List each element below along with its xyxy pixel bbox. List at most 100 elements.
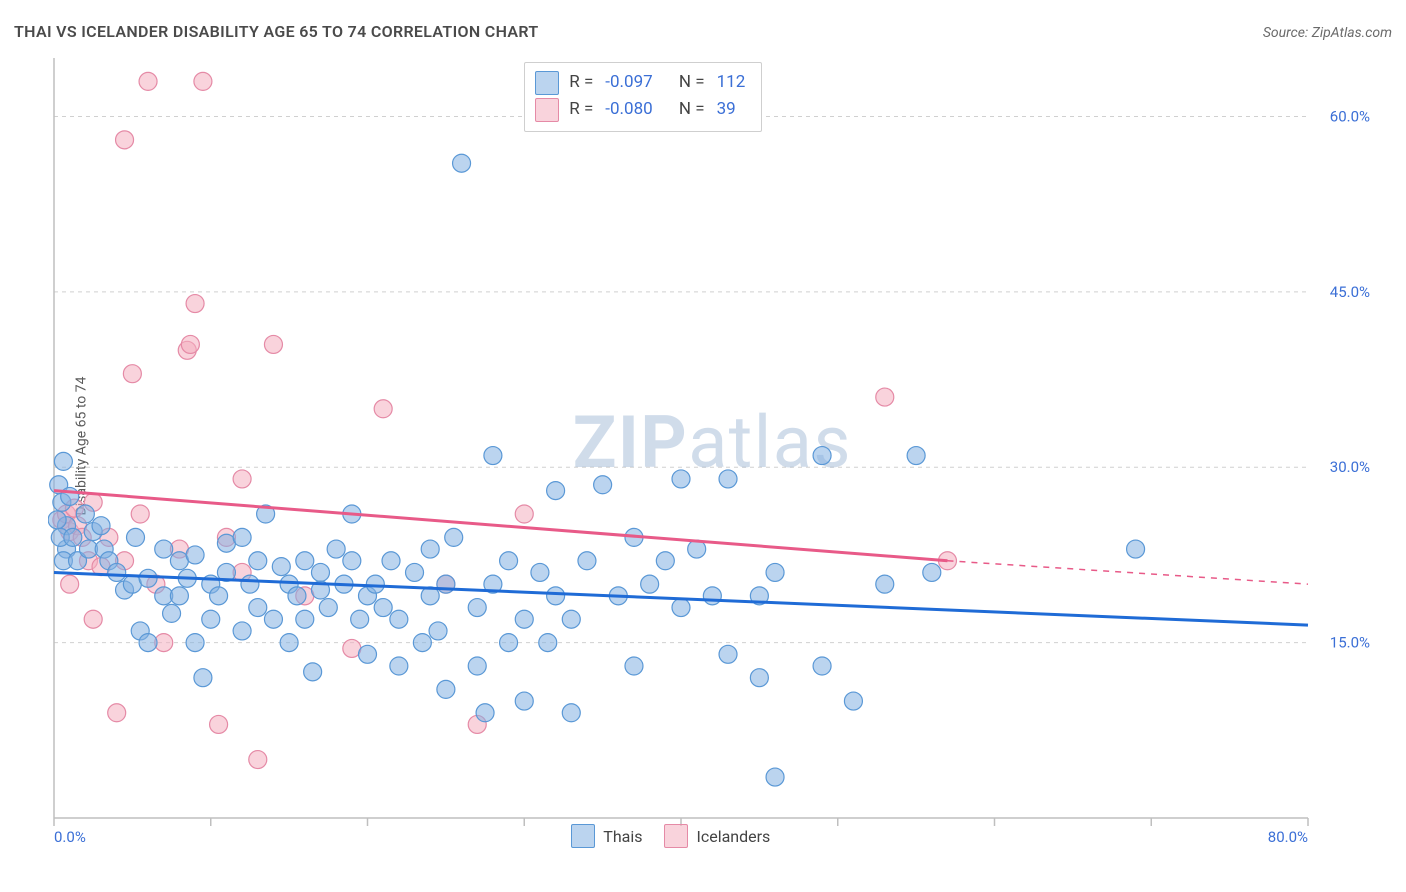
legend-series-label: Thais [603, 827, 642, 846]
data-point-thais [703, 587, 721, 605]
data-point-thais [319, 599, 337, 617]
data-point-thais [719, 645, 737, 663]
data-point-thais [296, 552, 314, 570]
data-point-thais [468, 599, 486, 617]
data-point-thais [672, 599, 690, 617]
data-point-thais [210, 587, 228, 605]
data-point-thais [813, 447, 831, 465]
data-point-thais [390, 657, 408, 675]
data-point-thais [625, 657, 643, 675]
data-point-thais [547, 482, 565, 500]
data-point-icelanders [233, 470, 251, 488]
data-point-icelanders [116, 131, 134, 149]
data-point-thais [108, 563, 126, 581]
data-point-thais [327, 540, 345, 558]
data-point-thais [907, 447, 925, 465]
data-point-thais [421, 540, 439, 558]
watermark: ZIPatlas [573, 400, 852, 485]
data-point-thais [453, 154, 471, 172]
source-label: Source: ZipAtlas.com [1263, 25, 1392, 41]
legend-n-value: 112 [715, 69, 748, 96]
data-point-thais [876, 575, 894, 593]
data-point-thais [311, 563, 329, 581]
data-point-thais [296, 610, 314, 628]
data-point-icelanders [194, 72, 212, 90]
data-point-thais [382, 552, 400, 570]
data-point-thais [249, 552, 267, 570]
data-point-thais [437, 680, 455, 698]
data-point-thais [233, 622, 251, 640]
legend-swatch-pink-icon [535, 98, 559, 122]
data-point-thais [500, 634, 518, 652]
chart-title: THAI VS ICELANDER DISABILITY AGE 65 TO 7… [14, 22, 539, 41]
data-point-thais [468, 657, 486, 675]
y-tick-label: 30.0% [1330, 458, 1370, 476]
data-point-thais [562, 704, 580, 722]
data-point-thais [304, 663, 322, 681]
data-point-thais [413, 634, 431, 652]
trend-line-thais [54, 572, 1308, 625]
trend-line-icelanders-extrapolated [947, 561, 1308, 584]
data-point-thais [170, 587, 188, 605]
y-tick-label: 60.0% [1330, 107, 1370, 125]
data-point-icelanders [374, 400, 392, 418]
data-point-thais [531, 563, 549, 581]
data-point-thais [539, 634, 557, 652]
legend-swatch-pink-icon [664, 824, 688, 848]
data-point-thais [390, 610, 408, 628]
scatter-plot: 15.0%30.0%45.0%60.0%0.0%80.0%ZIPatlas [48, 58, 1378, 846]
data-point-icelanders [123, 365, 141, 383]
data-point-thais [672, 470, 690, 488]
legend-series: Thais Icelanders [571, 824, 770, 848]
data-point-thais [766, 563, 784, 581]
data-point-thais [766, 768, 784, 786]
data-point-thais [641, 575, 659, 593]
data-point-icelanders [84, 610, 102, 628]
legend-series-label: Icelanders [696, 827, 770, 846]
data-point-thais [594, 476, 612, 494]
data-point-thais [272, 558, 290, 576]
data-point-thais [578, 552, 596, 570]
data-point-thais [92, 517, 110, 535]
data-point-thais [445, 528, 463, 546]
data-point-thais [844, 692, 862, 710]
data-point-thais [202, 610, 220, 628]
legend-stats: R = -0.097 N = 112 R = -0.080 N = 39 [524, 62, 762, 132]
data-point-thais [562, 610, 580, 628]
data-point-thais [750, 669, 768, 687]
data-point-icelanders [61, 575, 79, 593]
data-point-thais [484, 447, 502, 465]
data-point-icelanders [249, 751, 267, 769]
data-point-icelanders [515, 505, 533, 523]
data-point-thais [359, 645, 377, 663]
x-tick-label: 0.0% [54, 828, 86, 846]
data-point-thais [127, 528, 145, 546]
legend-r-label: R = [569, 96, 593, 123]
data-point-thais [186, 546, 204, 564]
data-point-icelanders [876, 388, 894, 406]
data-point-thais [186, 634, 204, 652]
data-point-thais [515, 610, 533, 628]
data-point-icelanders [139, 72, 157, 90]
data-point-thais [656, 552, 674, 570]
data-point-icelanders [131, 505, 149, 523]
data-point-thais [547, 587, 565, 605]
legend-n-label: N = [679, 69, 705, 96]
data-point-thais [374, 599, 392, 617]
legend-r-value: -0.080 [603, 96, 654, 123]
y-tick-label: 15.0% [1330, 634, 1370, 652]
data-point-thais [139, 569, 157, 587]
data-point-thais [366, 575, 384, 593]
data-point-thais [813, 657, 831, 675]
data-point-icelanders [181, 335, 199, 353]
data-point-thais [241, 575, 259, 593]
data-point-thais [515, 692, 533, 710]
data-point-thais [406, 563, 424, 581]
data-point-thais [76, 505, 94, 523]
data-point-thais [163, 604, 181, 622]
x-tick-label: 80.0% [1268, 828, 1308, 846]
data-point-thais [500, 552, 518, 570]
data-point-thais [429, 622, 447, 640]
data-point-thais [233, 528, 251, 546]
data-point-thais [280, 634, 298, 652]
